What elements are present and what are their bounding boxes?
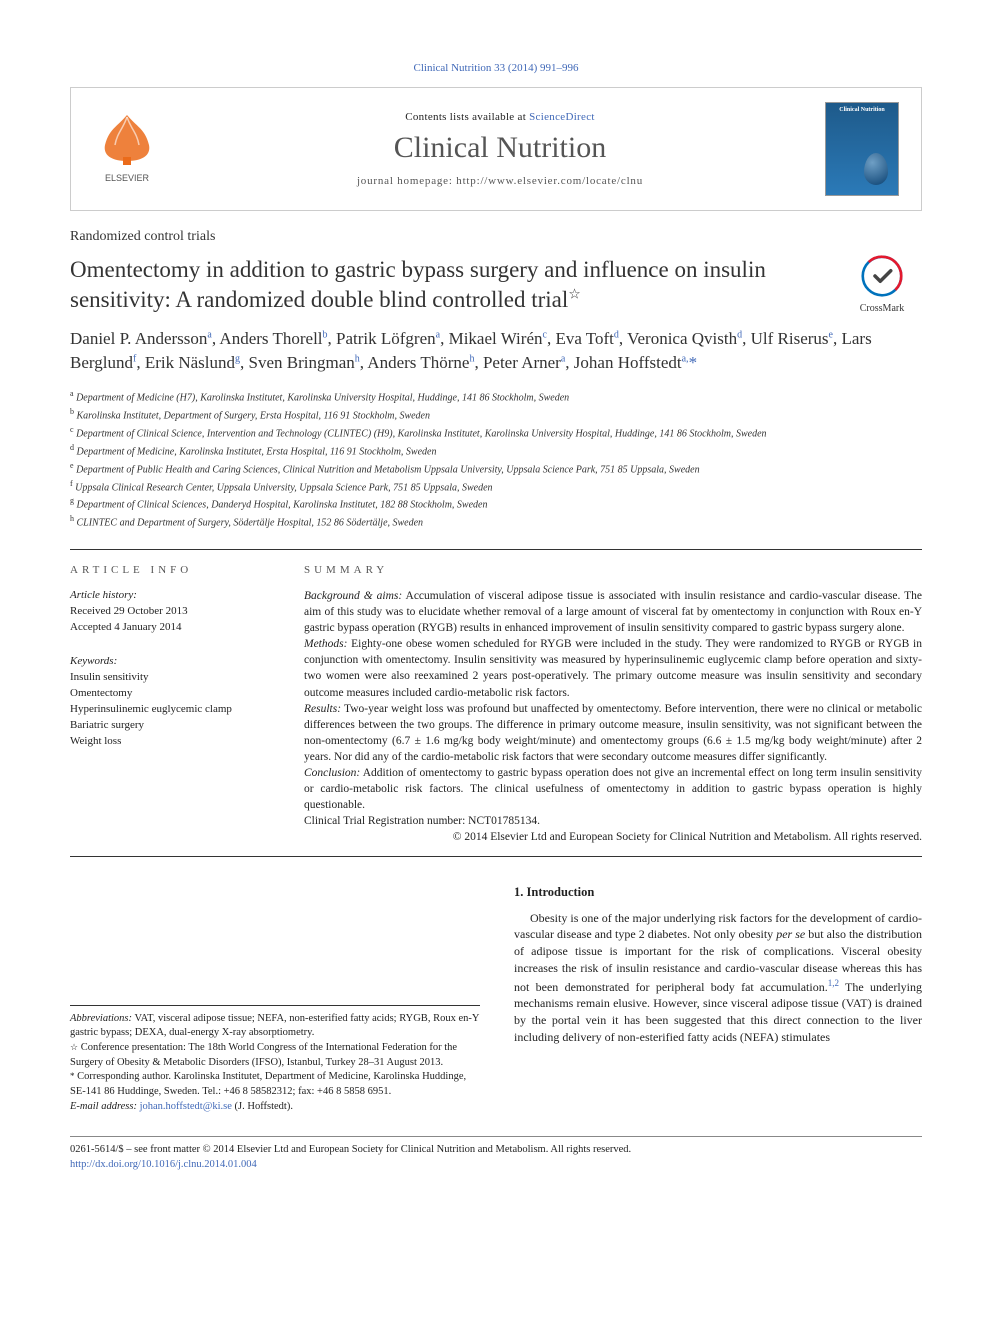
journal-reference-link[interactable]: Clinical Nutrition 33 (2014) 991–996	[414, 62, 579, 74]
article-title: Omentectomy in addition to gastric bypas…	[70, 255, 822, 315]
crossmark-badge[interactable]: CrossMark	[842, 255, 922, 314]
rule-divider	[70, 549, 922, 550]
journal-name: Clinical Nutrition	[175, 131, 825, 165]
svg-text:ELSEVIER: ELSEVIER	[105, 173, 150, 183]
page-footer: 0261-5614/$ – see front matter © 2014 El…	[70, 1136, 922, 1172]
journal-reference-bar: Clinical Nutrition 33 (2014) 991–996	[70, 60, 922, 75]
article-type: Randomized control trials	[70, 229, 922, 245]
publisher-logo: ELSEVIER	[87, 107, 175, 191]
journal-homepage: journal homepage: http://www.elsevier.co…	[175, 175, 825, 187]
doi-link[interactable]: http://dx.doi.org/10.1016/j.clnu.2014.01…	[70, 1159, 257, 1170]
title-note-symbol: ☆	[568, 287, 581, 302]
introduction-heading: 1. Introduction	[514, 885, 922, 900]
summary-heading: summary	[304, 564, 922, 576]
elsevier-logo-icon: ELSEVIER	[87, 107, 167, 187]
article-info-heading: article info	[70, 564, 270, 576]
journal-cover-thumbnail: Clinical Nutrition	[825, 102, 899, 196]
rule-divider	[70, 856, 922, 857]
corresponding-email-link[interactable]: johan.hoffstedt@ki.se	[140, 1101, 232, 1112]
contents-available-line: Contents lists available at ScienceDirec…	[175, 111, 825, 123]
footnotes-block: Abbreviations: VAT, visceral adipose tis…	[70, 1005, 480, 1115]
introduction-paragraph: Obesity is one of the major underlying r…	[514, 910, 922, 1046]
crossmark-icon	[861, 255, 903, 297]
keywords-block: Keywords: Insulin sensitivityOmentectomy…	[70, 654, 270, 750]
abstract-body: Background & aims: Accumulation of visce…	[304, 588, 922, 846]
article-history: Article history: Received 29 October 201…	[70, 588, 270, 636]
sciencedirect-link[interactable]: ScienceDirect	[529, 111, 595, 123]
journal-homepage-url[interactable]: http://www.elsevier.com/locate/clnu	[456, 175, 643, 187]
abstract-copyright: © 2014 Elsevier Ltd and European Society…	[304, 829, 922, 845]
affiliation-list: a Department of Medicine (H7), Karolinsk…	[70, 388, 922, 531]
author-list: Daniel P. Anderssona, Anders Thorellb, P…	[70, 327, 922, 375]
journal-masthead: ELSEVIER Contents lists available at Sci…	[70, 87, 922, 211]
